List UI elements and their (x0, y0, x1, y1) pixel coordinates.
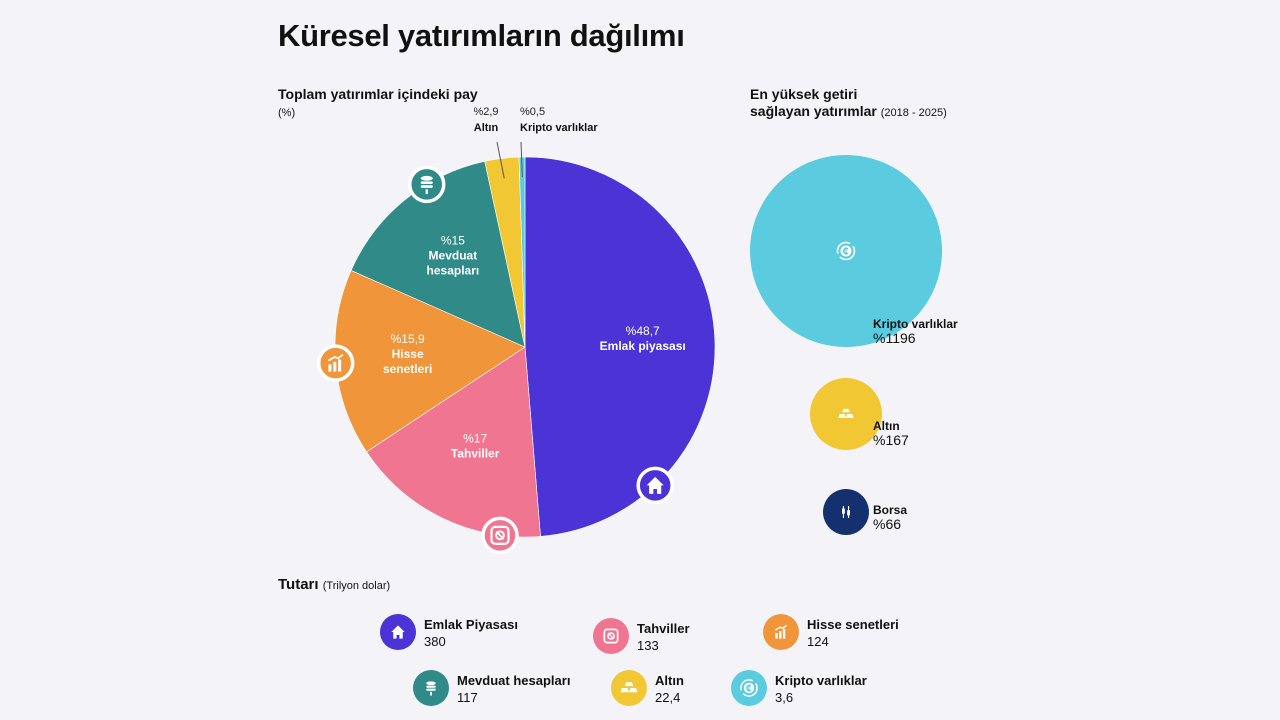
pie-value-label: %15,9 (391, 332, 425, 346)
crypto-coin-icon (836, 241, 856, 261)
pie-bond-icon (481, 516, 519, 555)
pie-coin-stack-icon (407, 165, 446, 204)
legend-value: 22,4 (655, 690, 681, 705)
legend-item-deposits: Mevduat hesapları 117 (413, 670, 570, 706)
legend-label: Mevduat hesapları (457, 673, 571, 688)
leader-line-crypto (520, 141, 523, 178)
gold-bars-icon (838, 408, 854, 418)
bubble-gold: Altın%167 (810, 378, 909, 450)
pie-slice-real_estate (524, 156, 716, 537)
pie-category-label: Altın (474, 122, 499, 134)
house-icon (380, 614, 416, 650)
amount-title-unit: (Trilyon dolar) (322, 580, 391, 592)
bubble-label: Altın (873, 419, 900, 433)
legend-value: 117 (457, 690, 478, 705)
bubble-subtitle-line1: En yüksek getiri (750, 86, 858, 102)
legend-value: 133 (637, 638, 659, 653)
candlestick-icon (842, 506, 850, 518)
pie-slice-bonds (366, 346, 541, 538)
bubble-value: %167 (873, 432, 909, 448)
pie-house-icon (636, 466, 674, 505)
pie-value-label: %48,7 (626, 324, 660, 338)
legend-label: Kripto varlıklar (775, 673, 867, 688)
legend-label: Tahviller (637, 621, 690, 636)
crypto-coin-icon (731, 670, 767, 706)
legend-item-bonds: Tahviller 133 (593, 618, 690, 654)
bubble-subtitle: En yüksek getiri sağlayan yatırımlar (20… (750, 86, 1010, 122)
bubble-value: %1196 (873, 330, 916, 346)
pie-value-label: %2,9 (473, 106, 498, 118)
pie-category-label: Kripto varlıklar (520, 122, 598, 134)
legend-value: 3,6 (775, 690, 794, 705)
pie-category-label: Emlak piyasası (600, 339, 686, 353)
bubble-label: Kripto varlıklar (873, 317, 958, 331)
bubble-circle (810, 378, 882, 450)
pie-category-label: Hisse senetleri (383, 347, 432, 376)
pie-slice-deposits (350, 160, 526, 348)
legend-item-stocks: Hisse senetleri 124 (763, 614, 899, 650)
bubble-circle (823, 489, 869, 535)
legend-item-gold: Altın 22,4 (611, 670, 684, 706)
bubble-crypto: Kripto varlıklar%1196 (750, 155, 958, 347)
bubble-value: %66 (873, 516, 901, 532)
bubble-exchange: Borsa%66 (823, 489, 907, 535)
pie-subtitle-text: Toplam yatırımlar içindeki pay (278, 86, 478, 102)
legend-label: Emlak Piyasası (424, 617, 518, 632)
pie-subtitle: Toplam yatırımlar içindeki pay (%) (278, 86, 478, 122)
pie-subtitle-unit: (%) (278, 107, 296, 119)
pie-value-label: %15 (441, 234, 465, 248)
pie-value-label: %0,5 (520, 106, 545, 118)
pie-value-label: %17 (463, 432, 487, 446)
pie-bar-chart-icon (316, 344, 355, 382)
legend-item-crypto: Kripto varlıklar 3,6 (731, 670, 867, 706)
pie-category-label: Mevduat hesapları (427, 249, 480, 278)
legend-value: 380 (424, 634, 446, 649)
bar-chart-icon (763, 614, 799, 650)
bond-icon (593, 618, 629, 654)
amount-title-text: Tutarı (278, 576, 319, 593)
legend-label: Altın (655, 673, 684, 688)
gold-bars-icon (611, 670, 647, 706)
legend-value: 124 (807, 634, 829, 649)
legend-label: Hisse senetleri (807, 617, 899, 632)
bubble-subtitle-period: (2018 - 2025) (880, 107, 947, 119)
legend-item-real_estate: Emlak Piyasası 380 (380, 614, 518, 650)
bubble-label: Borsa (873, 503, 907, 517)
page-title: Küresel yatırımların dağılımı (278, 18, 685, 53)
coin-stack-icon (413, 670, 449, 706)
bubble-subtitle-line2: sağlayan yatırımlar (750, 103, 877, 119)
pie-category-label: Tahviller (451, 447, 500, 461)
amount-title: Tutarı (Trilyon dolar) (278, 576, 390, 593)
leader-line-gold (496, 141, 505, 179)
